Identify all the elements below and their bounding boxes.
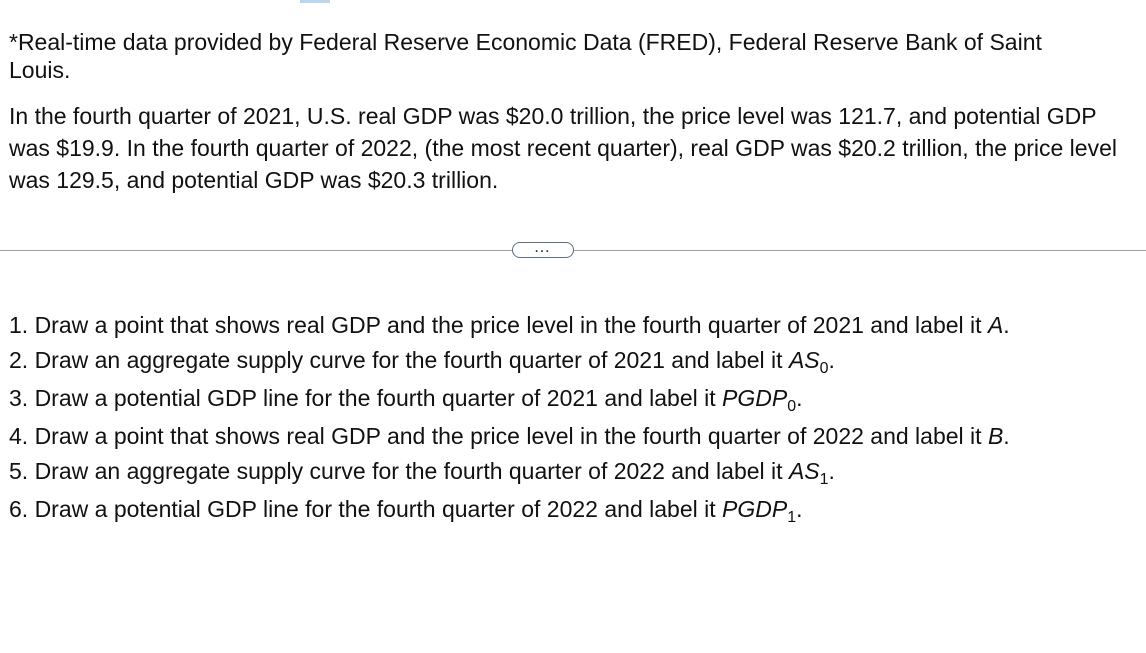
source-note: *Real-time data provided by Federal Rese… [9,29,1042,83]
instruction-item: 1. Draw a point that shows real GDP and … [9,310,1119,340]
instruction-text: 5. Draw an aggregate supply curve for th… [9,458,789,484]
expand-more-button[interactable]: ... [512,242,574,258]
top-accent-stub [300,0,330,3]
scenario-paragraph: In the fourth quarter of 2021, U.S. real… [9,103,1117,193]
instruction-text: 1. Draw a point that shows real GDP and … [9,312,988,338]
instruction-item: 6. Draw a potential GDP line for the fou… [9,494,1119,526]
instruction-item: 4. Draw a point that shows real GDP and … [9,421,1119,451]
instruction-end: . [1003,423,1010,449]
instruction-label: PGDP [722,496,788,522]
instruction-text: 3. Draw a potential GDP line for the fou… [9,385,722,411]
instruction-label: A [987,312,1004,338]
instruction-end: . [828,347,835,373]
instruction-subscript: 0 [787,398,797,415]
instructions-list: 1. Draw a point that shows real GDP and … [9,310,1119,532]
instruction-subscript: 0 [819,360,829,377]
instruction-end: . [828,458,835,484]
instruction-text: 6. Draw a potential GDP line for the fou… [9,496,722,522]
instruction-label: AS [788,458,820,484]
instruction-item: 3. Draw a potential GDP line for the fou… [9,383,1119,415]
instruction-end: . [1003,312,1010,338]
instruction-subscript: 1 [787,509,797,526]
ellipsis-icon: ... [534,241,551,255]
instruction-item: 5. Draw an aggregate supply curve for th… [9,456,1119,488]
instruction-text: 2. Draw an aggregate supply curve for th… [9,347,789,373]
instruction-end: . [796,385,803,411]
instruction-end: . [796,496,803,522]
instruction-text: 4. Draw a point that shows real GDP and … [9,423,988,449]
instruction-label: AS [788,347,820,373]
instruction-subscript: 1 [819,471,829,488]
instruction-label: B [987,423,1004,449]
instruction-item: 2. Draw an aggregate supply curve for th… [9,345,1119,377]
instruction-label: PGDP [722,385,788,411]
